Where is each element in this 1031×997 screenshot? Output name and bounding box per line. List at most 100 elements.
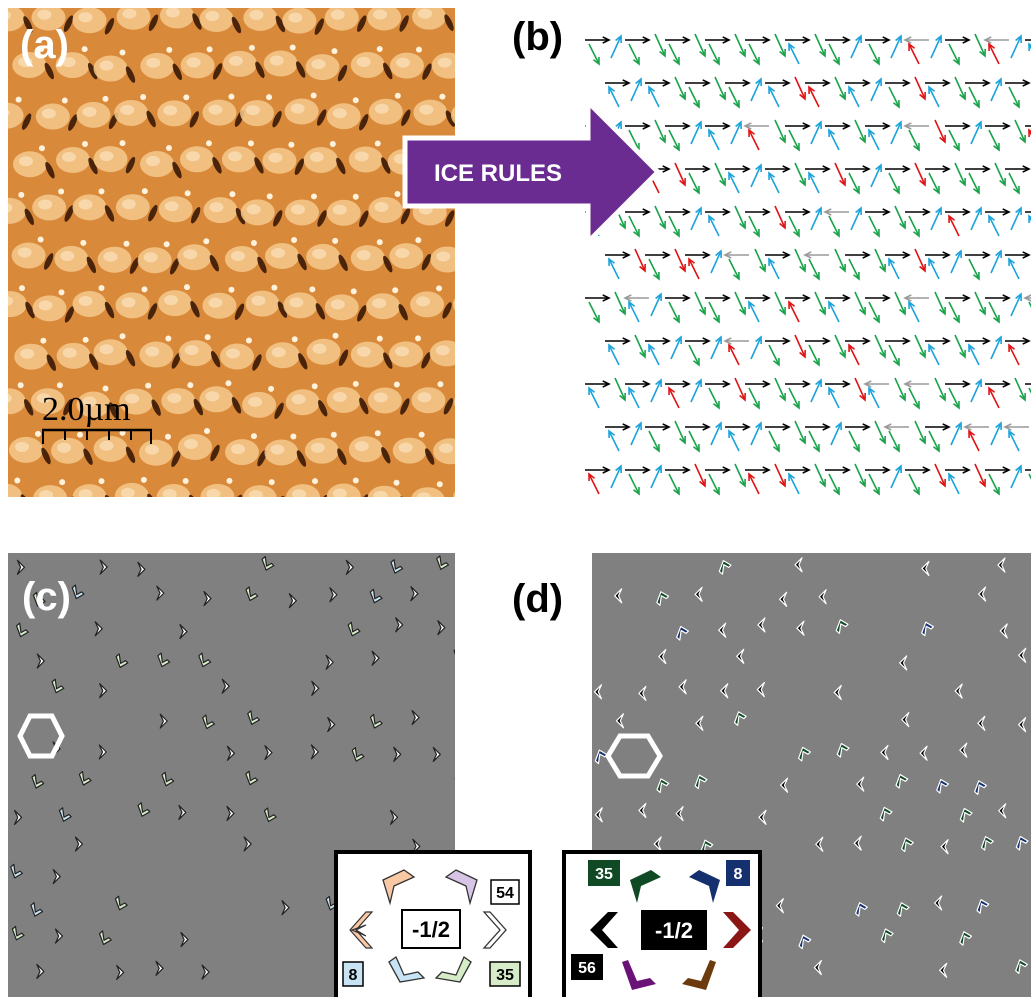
afm-highlight — [332, 391, 347, 402]
lattice-arrowhead — [840, 522, 846, 529]
lattice-arrowhead — [979, 478, 986, 488]
afm-highlight — [435, 345, 450, 356]
lattice-bond — [934, 463, 946, 487]
lattice-arrowhead — [1015, 34, 1022, 44]
marker-chevron — [936, 778, 950, 794]
afm-highlight — [418, 8, 433, 19]
lattice-arrowhead — [768, 85, 776, 95]
lattice-bond — [814, 291, 826, 315]
lattice-arrowhead — [822, 165, 831, 173]
lattice-arrowhead — [712, 486, 720, 496]
lattice-bond — [769, 517, 779, 537]
lattice-arrowhead — [792, 228, 800, 238]
lattice-arrowhead — [962, 380, 971, 388]
lattice-arrowhead — [748, 300, 756, 310]
marker-chevron — [638, 685, 647, 701]
lattice-arrowhead — [615, 120, 622, 130]
lattice-arrowhead — [822, 337, 831, 345]
afm-bright-dot — [250, 239, 257, 246]
lattice-arrowhead — [782, 79, 791, 87]
panel-d: (d) -1/2 35 8 56 — [512, 553, 1031, 997]
afm-dark-spot — [315, 303, 326, 320]
afm-highlight — [186, 57, 201, 68]
lattice-arrowhead — [782, 251, 791, 259]
afm-bright-dot — [458, 47, 464, 53]
afm-highlight — [208, 297, 223, 308]
lattice-arrowhead — [812, 443, 820, 453]
afm-dark-spot — [125, 350, 136, 367]
marker-chevron — [796, 620, 805, 636]
afm-bright-dot — [102, 95, 109, 102]
afm-dark-spot — [21, 113, 32, 130]
afm-dark-spot — [257, 449, 267, 467]
lattice-arrowhead — [619, 392, 626, 402]
marker-chevron — [155, 960, 164, 976]
afm-highlight — [249, 9, 264, 20]
afm-dark-spot — [192, 13, 202, 30]
lattice-bond — [794, 76, 806, 100]
afm-bright-dot — [291, 237, 298, 244]
marker-chevron — [896, 902, 910, 917]
lattice-arrowhead — [679, 91, 686, 101]
afm-dark-spot — [483, 494, 496, 513]
lattice-arrowhead — [1008, 257, 1016, 267]
afm-highlight — [478, 59, 492, 69]
afm-dark-spot — [68, 114, 78, 131]
marker-chevron — [1018, 717, 1027, 733]
afm-dark-spot — [464, 448, 477, 467]
lattice-bond — [828, 215, 840, 237]
lattice-arrowhead — [655, 464, 662, 474]
afm-dark-spot — [24, 208, 34, 226]
afm-highlight — [163, 295, 178, 306]
lattice-bond — [950, 422, 962, 446]
lattice-bond — [614, 377, 626, 401]
afm-dark-spot — [357, 305, 367, 322]
afm-dark-spot — [148, 204, 158, 222]
lattice-arrowhead — [828, 300, 836, 310]
legend-c-count-bottom-right: 35 — [496, 967, 514, 984]
lattice-arrowhead — [715, 249, 722, 259]
afm-bright-dot — [81, 141, 88, 148]
afm-bright-dot — [269, 0, 275, 5]
afm-highlight — [354, 441, 369, 452]
lattice-arrowhead — [739, 48, 746, 58]
lattice-arrowhead — [748, 472, 756, 482]
marker-chevron — [880, 744, 889, 760]
marker-chevron — [99, 559, 108, 575]
lattice-arrowhead — [628, 300, 636, 310]
legend-c-count-bottom-left: 8 — [349, 967, 358, 984]
afm-dark-spot — [383, 352, 393, 369]
afm-bump — [452, 491, 455, 497]
lattice-arrowhead — [728, 343, 736, 353]
lattice-bond — [774, 119, 786, 143]
lattice-arrowhead — [802, 380, 811, 388]
lattice-bond — [948, 215, 960, 237]
spin-lattice — [585, 33, 1031, 537]
marker-chevron — [310, 744, 320, 760]
panel-label-c: (c) — [22, 575, 71, 619]
lattice-arrowhead — [779, 478, 786, 488]
lattice-bond — [634, 248, 646, 272]
afm-highlight — [61, 57, 76, 68]
afm-highlight — [165, 8, 180, 18]
lattice-arrowhead — [872, 486, 880, 496]
afm-dark-spot — [172, 63, 182, 81]
afm-bright-dot — [77, 431, 84, 438]
lattice-arrowhead — [722, 294, 731, 302]
legend-d-crimson-right — [723, 912, 751, 948]
lattice-bond — [888, 172, 900, 194]
afm-dark-spot — [171, 352, 182, 369]
lattice-bond — [849, 517, 859, 537]
marker-chevron — [390, 559, 404, 574]
lattice-arrowhead — [872, 314, 880, 324]
marker-chevron — [980, 835, 994, 851]
marker-chevron — [999, 623, 1008, 639]
lattice-bond — [750, 336, 762, 360]
legend-c-green-down-right — [434, 956, 472, 983]
afm-highlight — [163, 105, 178, 116]
afm-bump — [8, 291, 27, 318]
lattice-arrowhead — [592, 314, 600, 324]
lattice-bond — [1014, 377, 1026, 401]
afm-dark-spot — [460, 350, 473, 369]
lattice-arrowhead — [962, 466, 971, 474]
